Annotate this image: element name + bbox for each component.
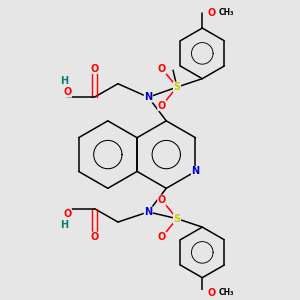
- Text: CH₃: CH₃: [218, 8, 234, 17]
- Text: N: N: [191, 167, 200, 176]
- Text: O: O: [158, 195, 166, 205]
- Text: CH₃: CH₃: [218, 288, 234, 297]
- Text: S: S: [173, 214, 181, 224]
- Text: O: O: [63, 208, 71, 219]
- Text: O: O: [158, 101, 166, 111]
- Text: O: O: [158, 232, 166, 242]
- Text: O: O: [208, 8, 216, 18]
- Text: S: S: [173, 82, 181, 92]
- Text: O: O: [90, 232, 98, 242]
- Text: O: O: [63, 87, 71, 97]
- Text: N: N: [144, 207, 152, 217]
- Text: O: O: [90, 64, 98, 74]
- Text: H: H: [60, 220, 68, 230]
- Text: O: O: [208, 288, 216, 298]
- Text: O: O: [158, 64, 166, 74]
- Text: H: H: [60, 76, 68, 86]
- Text: N: N: [144, 92, 152, 102]
